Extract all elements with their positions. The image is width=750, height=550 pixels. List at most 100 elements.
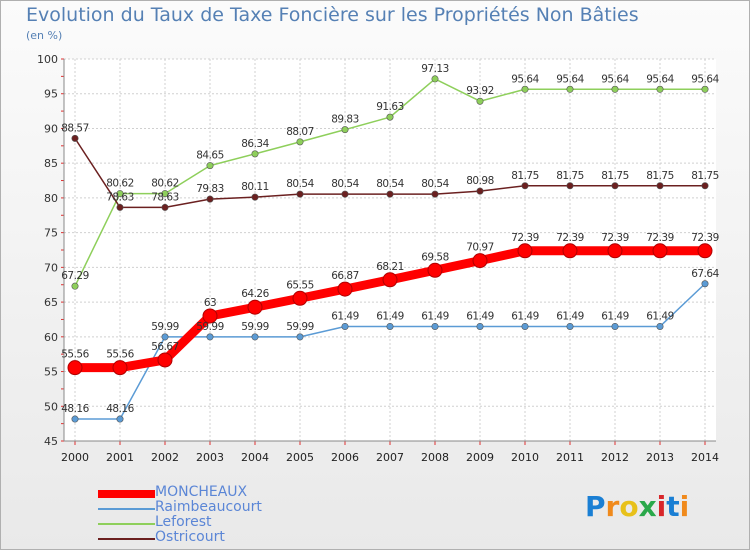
data-label: 78.63: [106, 191, 134, 203]
data-point: [251, 193, 259, 201]
y-tick-label: 90: [44, 122, 58, 135]
data-label: 95.64: [511, 73, 539, 85]
data-label: 59.99: [196, 321, 224, 333]
data-point: [341, 322, 349, 330]
data-point: [202, 308, 218, 324]
data-label: 81.75: [556, 170, 584, 182]
data-label: 79.83: [196, 183, 224, 195]
data-point: [611, 322, 619, 330]
x-tick-label: 2013: [646, 451, 674, 464]
data-label: 61.49: [511, 310, 539, 322]
logo-letter: t: [666, 490, 680, 523]
x-tick-label: 2010: [511, 451, 539, 464]
data-point: [566, 182, 574, 190]
x-tick-label: 2006: [331, 451, 359, 464]
legend-label: Leforest: [155, 514, 212, 530]
data-point: [521, 85, 529, 93]
y-axis-unit: (en %): [26, 29, 63, 42]
data-point: [656, 322, 664, 330]
x-tick-label: 2001: [106, 451, 134, 464]
data-point: [161, 333, 169, 341]
data-label: 88.07: [286, 126, 314, 138]
data-label: 95.64: [691, 73, 719, 85]
data-point: [652, 243, 668, 259]
data-label: 80.62: [151, 178, 179, 190]
data-point: [566, 85, 574, 93]
data-label: 97.13: [421, 63, 449, 75]
data-point: [427, 262, 443, 278]
y-tick-label: 95: [44, 88, 58, 101]
legend-label: MONCHEAUX: [155, 484, 248, 500]
data-label: 80.54: [376, 178, 404, 190]
data-label: 66.87: [331, 270, 359, 282]
data-label: 91.63: [376, 101, 404, 113]
data-point: [206, 333, 214, 341]
data-point: [701, 182, 709, 190]
data-point: [386, 113, 394, 121]
y-tick-label: 100: [37, 53, 58, 66]
data-point: [251, 150, 259, 158]
y-tick-label: 55: [44, 366, 58, 379]
series-raimbeaucourt: [71, 280, 709, 423]
data-label: 61.49: [601, 310, 629, 322]
data-point: [611, 85, 619, 93]
data-point: [431, 190, 439, 198]
data-point: [517, 243, 533, 259]
data-label: 80.54: [286, 178, 314, 190]
data-label: 67.64: [691, 268, 719, 280]
y-tick-label: 65: [44, 296, 58, 309]
legend-swatch: [98, 538, 155, 540]
data-label: 80.62: [106, 178, 134, 190]
x-tick-label: 2003: [196, 451, 224, 464]
data-label: 81.75: [646, 170, 674, 182]
data-label: 86.34: [241, 138, 269, 150]
data-point: [161, 190, 169, 198]
series-leforest: [71, 75, 709, 290]
data-point: [341, 190, 349, 198]
data-label: 63: [204, 297, 216, 309]
data-label: 88.57: [61, 122, 89, 134]
data-point: [296, 138, 304, 146]
data-point: [701, 85, 709, 93]
x-tick-label: 2004: [241, 451, 269, 464]
logo-letter: x: [638, 490, 657, 523]
data-label: 48.16: [106, 403, 134, 415]
data-point: [71, 134, 79, 142]
data-point: [337, 281, 353, 297]
data-point: [206, 195, 214, 203]
data-label: 56.67: [151, 341, 179, 353]
x-tick-label: 2002: [151, 451, 179, 464]
logo-letter: r: [605, 490, 620, 523]
data-point: [386, 190, 394, 198]
data-point: [71, 415, 79, 423]
x-tick-label: 2011: [556, 451, 584, 464]
data-label: 95.64: [556, 73, 584, 85]
series-ostricourt: [71, 134, 709, 211]
data-label: 72.39: [556, 232, 584, 244]
data-point: [341, 126, 349, 134]
data-label: 55.56: [106, 349, 134, 361]
data-point: [206, 162, 214, 170]
data-label: 59.99: [286, 321, 314, 333]
y-tick-label: 75: [44, 227, 58, 240]
legend-label: Raimbeaucourt: [155, 499, 262, 515]
legend-label: Ostricourt: [155, 529, 225, 545]
data-point: [431, 75, 439, 83]
legend-swatch: [98, 490, 155, 498]
data-label: 65.55: [286, 279, 314, 291]
y-tick-label: 80: [44, 192, 58, 205]
data-label: 81.75: [601, 170, 629, 182]
data-point: [247, 299, 263, 315]
data-label: 80.98: [466, 175, 494, 187]
legend-swatch: [98, 523, 155, 525]
y-tick-label: 45: [44, 435, 58, 448]
data-point: [67, 360, 83, 376]
data-label: 67.29: [61, 270, 89, 282]
data-point: [116, 190, 124, 198]
data-point: [476, 187, 484, 195]
data-label: 84.65: [196, 150, 224, 162]
data-point: [116, 415, 124, 423]
data-label: 72.39: [601, 232, 629, 244]
data-point: [562, 243, 578, 259]
